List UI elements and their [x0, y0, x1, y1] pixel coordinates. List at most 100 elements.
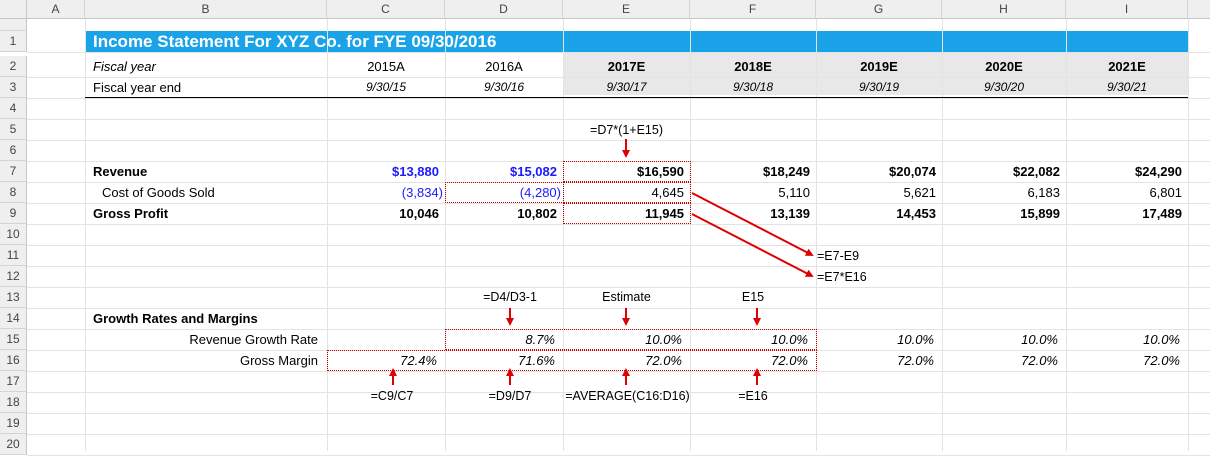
- row-header-15[interactable]: 15: [0, 329, 27, 350]
- revenue-growth-cell[interactable]: 10.0%: [897, 332, 934, 347]
- select-all-corner[interactable]: [0, 0, 27, 19]
- column-header-a[interactable]: A: [27, 0, 85, 19]
- gross-profit-cell[interactable]: 14,453: [896, 206, 936, 221]
- column-header-i[interactable]: I: [1066, 0, 1188, 19]
- cogs-cell[interactable]: 6,801: [1149, 185, 1182, 200]
- revenue-growth-cell[interactable]: 10.0%: [645, 332, 682, 347]
- column-header-f[interactable]: F: [690, 0, 816, 19]
- annotation-revenue-formula: =D7*(1+E15): [590, 123, 663, 137]
- fiscal-year-end-cell[interactable]: 9/30/18: [732, 80, 774, 94]
- fiscal-year-end-cell[interactable]: 9/30/19: [858, 80, 900, 94]
- fiscal-year-end-cell[interactable]: 9/30/20: [983, 80, 1025, 94]
- gross-margin-cell[interactable]: 72.0%: [1143, 353, 1180, 368]
- revenue-growth-cell[interactable]: 10.0%: [1021, 332, 1058, 347]
- revenue-cell[interactable]: $13,880: [392, 164, 439, 179]
- gross-margin-cell[interactable]: 71.6%: [518, 353, 555, 368]
- fiscal-year-cell[interactable]: 2016A: [485, 59, 523, 74]
- gross-profit-cell[interactable]: 15,899: [1020, 206, 1060, 221]
- fiscal-year-label[interactable]: Fiscal year: [93, 59, 156, 74]
- row-header-3[interactable]: 3: [0, 77, 27, 98]
- cogs-cell[interactable]: (3,834): [401, 185, 443, 200]
- gross-profit-cell[interactable]: 10,802: [517, 206, 557, 221]
- cogs-label[interactable]: Cost of Goods Sold: [102, 185, 215, 200]
- gridline: [85, 19, 86, 451]
- revenue-growth-cell[interactable]: 8.7%: [525, 332, 555, 347]
- column-header-e[interactable]: E: [563, 0, 690, 19]
- gross-margin-cell[interactable]: 72.0%: [897, 353, 934, 368]
- gridline: [327, 19, 328, 451]
- row-header-12[interactable]: 12: [0, 266, 27, 287]
- row-header-1[interactable]: 1: [0, 31, 27, 52]
- column-header-d[interactable]: D: [445, 0, 563, 19]
- fiscal-year-end-cell[interactable]: 9/30/17: [606, 80, 647, 94]
- formula-highlight-d8: [445, 182, 564, 203]
- row-header-10[interactable]: 10: [0, 224, 27, 245]
- row-header-19[interactable]: 19: [0, 413, 27, 434]
- row-header-16[interactable]: 16: [0, 350, 27, 371]
- row-header-14[interactable]: 14: [0, 308, 27, 329]
- gridline: [690, 19, 691, 451]
- cogs-cell[interactable]: 4,645: [651, 185, 684, 200]
- cogs-cell[interactable]: 5,621: [903, 185, 936, 200]
- cogs-cell[interactable]: 6,183: [1027, 185, 1060, 200]
- row-header-18[interactable]: 18: [0, 392, 27, 413]
- gridline: [27, 77, 1210, 78]
- row-header-9[interactable]: 9: [0, 203, 27, 224]
- row-header-2[interactable]: 2: [0, 56, 27, 77]
- growth-section-label[interactable]: Growth Rates and Margins: [93, 311, 258, 326]
- annotation-margin-2016-formula: =D9/D7: [488, 389, 532, 403]
- gridline: [445, 19, 446, 451]
- fiscal-year-end-cell[interactable]: 9/30/16: [483, 80, 525, 94]
- gross-profit-cell[interactable]: 17,489: [1142, 206, 1182, 221]
- fiscal-year-cell[interactable]: 2020E: [985, 59, 1023, 74]
- row-header-5[interactable]: 5: [0, 119, 27, 140]
- row-header-11[interactable]: 11: [0, 245, 27, 266]
- gross-margin-cell[interactable]: 72.0%: [771, 353, 808, 368]
- gross-profit-cell[interactable]: 11,945: [644, 206, 684, 221]
- revenue-cell[interactable]: $18,249: [763, 164, 810, 179]
- fiscal-year-cell[interactable]: 2018E: [734, 59, 772, 74]
- column-header-c[interactable]: C: [327, 0, 445, 19]
- gross-profit-cell[interactable]: 10,046: [399, 206, 439, 221]
- fiscal-year-cell[interactable]: 2021E: [1108, 59, 1146, 74]
- column-header-h[interactable]: H: [942, 0, 1066, 19]
- fiscal-year-end-label[interactable]: Fiscal year end: [93, 80, 182, 95]
- revenue-growth-label[interactable]: Revenue Growth Rate: [189, 332, 318, 347]
- gross-margin-cell[interactable]: 72.0%: [645, 353, 682, 368]
- gross-profit-label[interactable]: Gross Profit: [93, 206, 169, 221]
- revenue-growth-cell[interactable]: 10.0%: [1143, 332, 1180, 347]
- fiscal-year-end-cell[interactable]: 9/30/21: [1106, 80, 1148, 94]
- row-header-4[interactable]: 4: [0, 98, 27, 119]
- revenue-label[interactable]: Revenue: [93, 164, 148, 179]
- header-underline: [85, 97, 1188, 98]
- revenue-cell[interactable]: $22,082: [1013, 164, 1060, 179]
- row-header-7[interactable]: 7: [0, 161, 27, 182]
- gross-margin-label[interactable]: Gross Margin: [239, 353, 318, 368]
- gross-margin-cell[interactable]: 72.4%: [400, 353, 437, 368]
- row-header-13[interactable]: 13: [0, 287, 27, 308]
- row-header-8[interactable]: 8: [0, 182, 27, 203]
- revenue-cell[interactable]: $16,590: [637, 164, 684, 179]
- gross-profit-cell[interactable]: 13,139: [770, 206, 810, 221]
- annotation-average-formula: =AVERAGE(C16:D16): [565, 389, 690, 403]
- fiscal-year-cell[interactable]: 2017E: [607, 59, 646, 74]
- sheet-title[interactable]: Income Statement For XYZ Co. for FYE 09/…: [93, 32, 497, 51]
- column-header-b[interactable]: B: [85, 0, 327, 19]
- cogs-cell[interactable]: 5,110: [778, 185, 810, 200]
- fiscal-year-cell[interactable]: 2019E: [860, 59, 898, 74]
- formula-highlight-e9: [563, 203, 691, 224]
- revenue-cell[interactable]: $20,074: [889, 164, 936, 179]
- revenue-cell[interactable]: $24,290: [1135, 164, 1182, 179]
- cogs-cell[interactable]: (4,280): [519, 185, 561, 200]
- annotation-estimate: Estimate: [602, 290, 651, 304]
- row-header-6[interactable]: 6: [0, 140, 27, 161]
- row-header-17[interactable]: 17: [0, 371, 27, 392]
- row-header-gap: [0, 19, 27, 31]
- revenue-growth-cell[interactable]: 10.0%: [771, 332, 808, 347]
- fiscal-year-cell[interactable]: 2015A: [367, 59, 405, 74]
- revenue-cell[interactable]: $15,082: [510, 164, 557, 179]
- column-header-g[interactable]: G: [816, 0, 942, 19]
- gross-margin-cell[interactable]: 72.0%: [1021, 353, 1058, 368]
- fiscal-year-end-cell[interactable]: 9/30/15: [365, 80, 407, 94]
